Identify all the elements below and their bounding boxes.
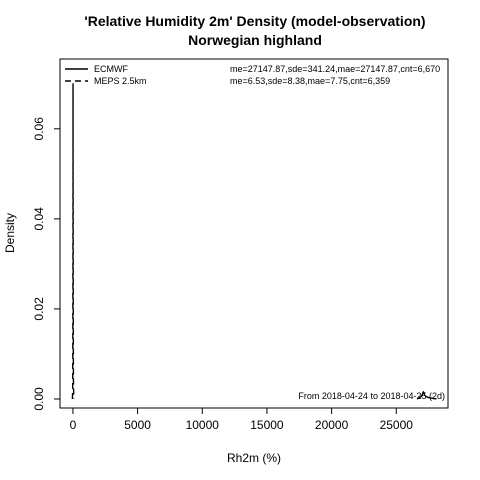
y-axis-label: Density xyxy=(3,213,17,253)
x-tick-label: 15000 xyxy=(250,418,284,432)
stats-meps: me=6.53,sde=8.38,mae=7.75,cnt=6,359 xyxy=(230,76,390,86)
y-tick-label: 0.02 xyxy=(32,297,46,321)
y-tick-label: 0.00 xyxy=(32,387,46,411)
series-line-ecmwf xyxy=(416,391,437,400)
legend: ECMWF MEPS 2.5km xyxy=(65,64,147,86)
legend-label-ecmwf: ECMWF xyxy=(94,64,128,74)
x-tick-label: 0 xyxy=(70,418,77,432)
y-axis: 0.00 0.02 0.04 0.06 xyxy=(32,117,60,411)
x-tick-label: 25000 xyxy=(380,418,414,432)
x-tick-label: 20000 xyxy=(315,418,349,432)
y-tick-label: 0.04 xyxy=(32,207,46,231)
date-range-annotation: From 2018-04-24 to 2018-04-25 (2d) xyxy=(298,391,445,401)
x-axis: 0 5000 10000 15000 20000 25000 xyxy=(70,408,414,432)
x-tick-label: 10000 xyxy=(186,418,220,432)
x-tick-label: 5000 xyxy=(124,418,151,432)
chart-subtitle: Norwegian highland xyxy=(188,32,322,48)
legend-label-meps: MEPS 2.5km xyxy=(94,76,147,86)
chart-title: 'Relative Humidity 2m' Density (model-ob… xyxy=(84,13,425,29)
stats-ecmwf: me=27147.87,sde=341.24,mae=27147.87,cnt=… xyxy=(230,64,440,74)
x-axis-label: Rh2m (%) xyxy=(227,451,281,465)
y-tick-label: 0.06 xyxy=(32,117,46,141)
series-group xyxy=(71,83,437,400)
series-line-meps-2-5km xyxy=(71,83,75,400)
plot-frame xyxy=(59,58,449,409)
